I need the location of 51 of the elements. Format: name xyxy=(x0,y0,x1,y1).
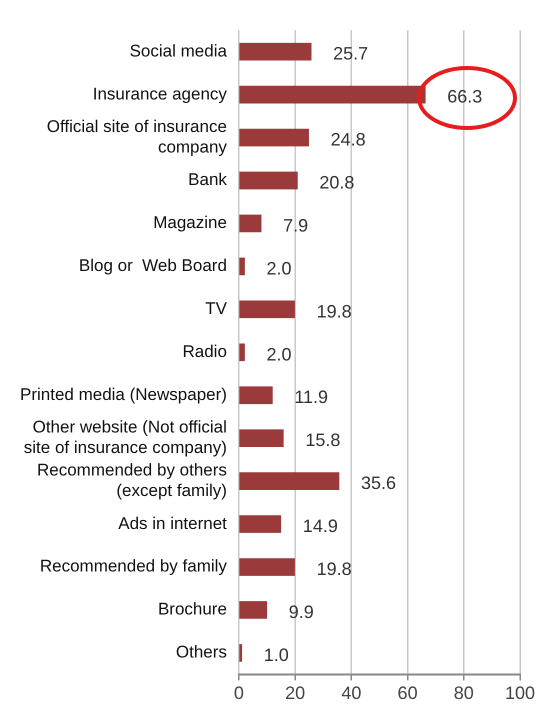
bar xyxy=(239,258,245,276)
y-tick-label: Ads in internet xyxy=(118,514,228,533)
data-label: 66.3 xyxy=(447,86,482,107)
x-tick-label: 40 xyxy=(341,683,362,704)
y-tick-label: Magazine xyxy=(153,213,227,232)
y-tick-label: Official site of insurance company xyxy=(46,117,228,156)
data-label: 19.8 xyxy=(316,559,352,579)
bar xyxy=(239,128,309,146)
bar xyxy=(239,601,268,619)
bar xyxy=(239,172,298,190)
bar xyxy=(239,558,295,576)
data-label: 19.8 xyxy=(316,301,352,322)
x-tick-label: 0 xyxy=(234,683,244,704)
y-tick-label: Insurance agency xyxy=(92,84,228,104)
x-tick-label: 60 xyxy=(398,683,418,704)
data-label: 25.7 xyxy=(333,44,368,64)
data-label: 20.8 xyxy=(319,172,354,192)
data-label: 2.0 xyxy=(266,344,292,364)
y-tick-label: Printed media (Newspaper) xyxy=(20,384,227,404)
data-label: 9.9 xyxy=(288,602,314,622)
bar xyxy=(239,472,340,490)
y-tick-label: Recommended by others (except family) xyxy=(36,460,227,500)
bar xyxy=(239,300,295,318)
y-tick-label: Bank xyxy=(188,170,228,190)
data-label: 35.6 xyxy=(360,473,396,494)
data-label: 24.8 xyxy=(330,130,366,150)
data-label: 7.9 xyxy=(283,215,308,236)
bar xyxy=(239,214,262,232)
data-label: 11.9 xyxy=(294,387,328,408)
data-label: 15.8 xyxy=(305,430,340,450)
y-tick-label: Radio xyxy=(182,342,227,361)
bar xyxy=(239,86,426,104)
y-tick-label: Brochure xyxy=(158,600,227,619)
y-tick-label: Blog or Web Board xyxy=(78,256,227,276)
bar xyxy=(239,644,242,662)
x-tick-label: 80 xyxy=(454,683,474,704)
x-tick-label: 100 xyxy=(504,683,536,704)
y-tick-label: Other website (Not official site of insurance company) xyxy=(24,418,227,458)
y-tick-label: Others xyxy=(176,642,227,662)
bar xyxy=(239,42,312,61)
bar xyxy=(239,515,282,533)
bar xyxy=(239,429,284,448)
y-tick-label: Social media xyxy=(130,41,228,60)
data-label: 2.0 xyxy=(266,258,292,278)
bar xyxy=(239,386,273,404)
bar xyxy=(239,343,245,362)
y-tick-label: TV xyxy=(205,299,228,318)
data-label: 1.0 xyxy=(264,644,289,665)
x-tick-label: 20 xyxy=(285,683,306,704)
data-label: 14.9 xyxy=(302,516,338,536)
y-tick-label: Recommended by family xyxy=(40,556,228,576)
